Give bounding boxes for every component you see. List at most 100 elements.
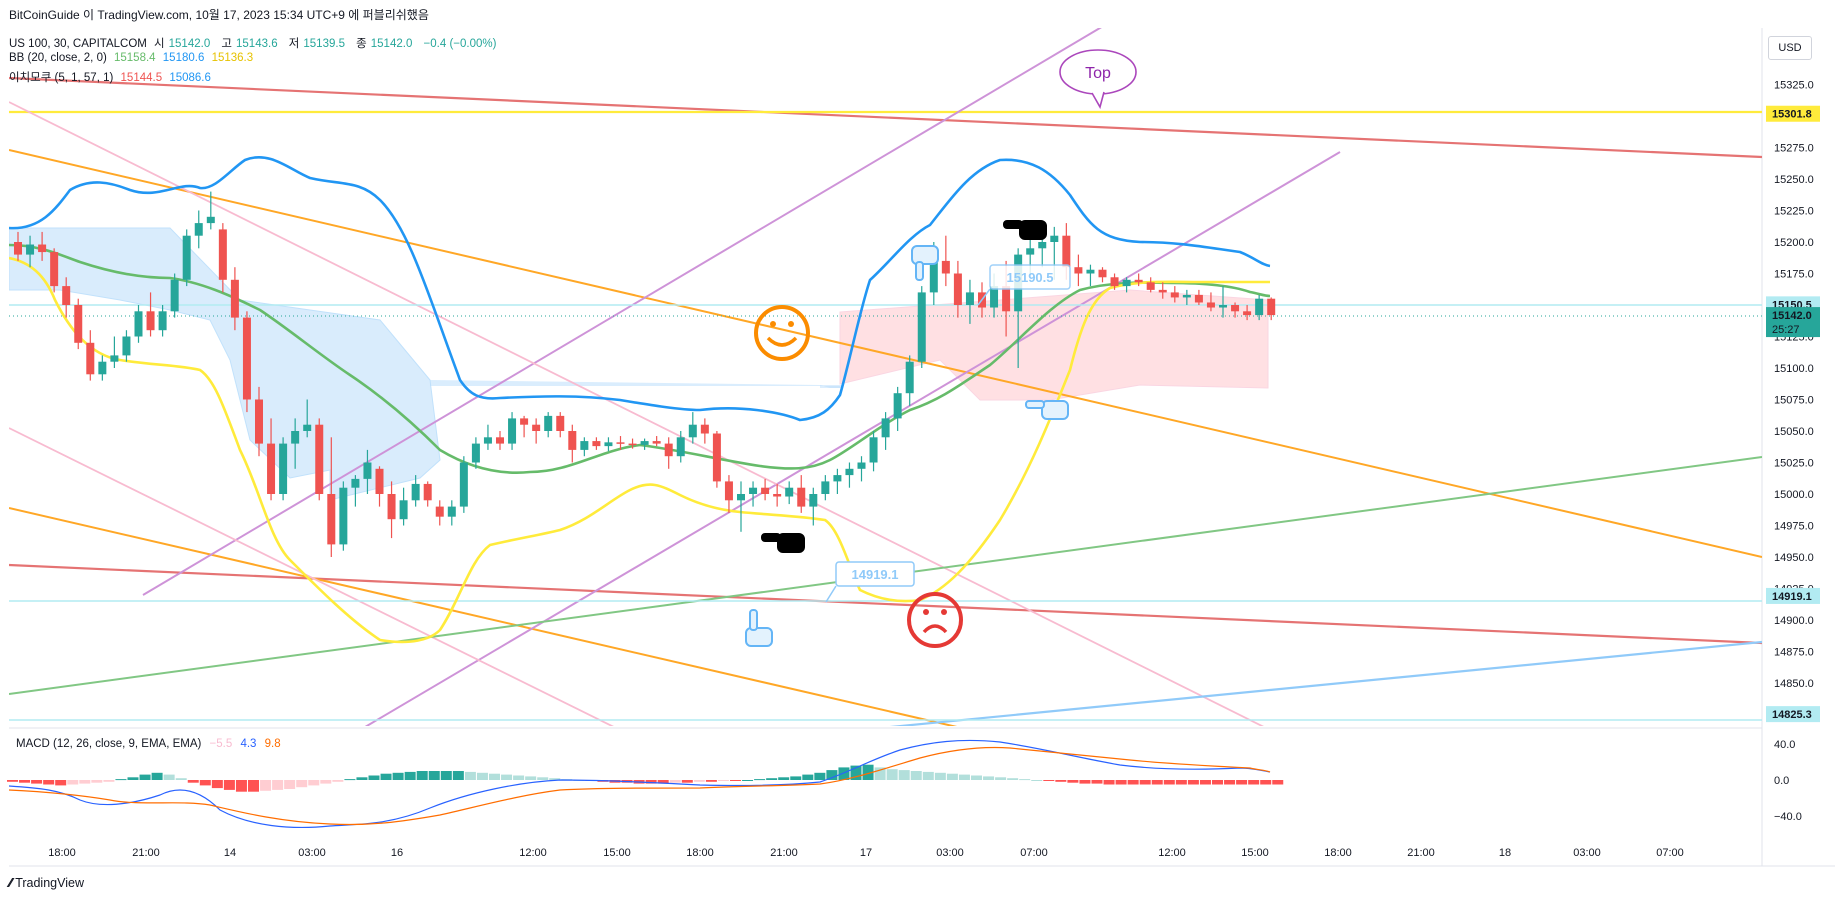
macd-histogram-bar bbox=[223, 780, 235, 790]
macd-histogram-bar bbox=[681, 780, 693, 783]
price-tick-label: 15200.0 bbox=[1774, 237, 1814, 249]
time-tick-label: 18:00 bbox=[1324, 847, 1352, 859]
pink-line-1 bbox=[9, 101, 1264, 726]
candle-body bbox=[435, 506, 444, 517]
macd-histogram-bar bbox=[440, 771, 452, 780]
low-price-box bbox=[835, 561, 915, 587]
candle-body bbox=[1194, 294, 1203, 303]
macd-histogram-bar bbox=[368, 775, 380, 780]
macd-histogram-bar bbox=[1224, 780, 1236, 785]
candle-body bbox=[375, 468, 384, 494]
macd-histogram-bar bbox=[645, 780, 657, 784]
macd-histogram-bar bbox=[1007, 778, 1019, 780]
candle-body bbox=[965, 292, 974, 305]
candle-body bbox=[821, 481, 830, 494]
macd-hist-value: −5.5 bbox=[209, 738, 233, 750]
macd-histogram-bar bbox=[272, 780, 284, 790]
candle-body bbox=[917, 292, 926, 362]
candle-body bbox=[809, 494, 818, 507]
time-tick-label: 03:00 bbox=[936, 847, 964, 859]
candle-body bbox=[761, 487, 770, 494]
macd-value: 4.3 bbox=[240, 738, 257, 750]
macd-histogram-bar bbox=[1212, 780, 1223, 785]
macd-histogram-bar bbox=[790, 776, 802, 780]
candle-body bbox=[568, 431, 577, 450]
macd-histogram-bar bbox=[260, 780, 272, 791]
candle-body bbox=[1182, 294, 1191, 298]
candle-body bbox=[98, 361, 107, 375]
high-label: 고 bbox=[221, 38, 233, 50]
macd-histogram-bar bbox=[513, 775, 525, 780]
candle-body bbox=[242, 317, 251, 400]
macd-histogram-bar bbox=[1103, 780, 1115, 785]
tradingview-logo[interactable]: ⁄⁄ TradingView bbox=[9, 876, 84, 890]
currency-button[interactable]: USD bbox=[1768, 36, 1812, 60]
candle-body bbox=[291, 431, 300, 444]
symbol-label[interactable]: US 100, 30, CAPITALCOM bbox=[9, 38, 147, 50]
candle-body bbox=[869, 437, 878, 463]
candle-body bbox=[230, 279, 239, 318]
candle-body bbox=[423, 483, 432, 501]
sad-face-icon bbox=[907, 592, 963, 648]
macd-histogram-bar bbox=[1236, 780, 1248, 785]
macd-histogram-bar bbox=[452, 771, 464, 780]
price-tick-label: 14850.0 bbox=[1774, 678, 1814, 690]
macd-histogram-bar bbox=[730, 780, 741, 781]
candle-body bbox=[833, 475, 842, 482]
macd-histogram-bar bbox=[296, 780, 308, 788]
candle-body bbox=[1074, 267, 1083, 274]
candle-body bbox=[1098, 269, 1107, 278]
price-pane bbox=[9, 28, 1762, 726]
price-tick-label: 14900.0 bbox=[1774, 615, 1814, 627]
price-tick-label: 15225.0 bbox=[1774, 206, 1814, 218]
low-value: 15139.5 bbox=[303, 38, 345, 50]
candle-body bbox=[737, 494, 745, 501]
low-price-box-pointer bbox=[825, 585, 837, 603]
tradingview-logo-text: TradingView bbox=[15, 876, 84, 890]
low-label: 저 bbox=[288, 38, 300, 50]
price-tick-label: 15100.0 bbox=[1774, 363, 1814, 375]
macd-histogram-bar bbox=[1079, 780, 1091, 784]
time-tick-label: 03:00 bbox=[298, 847, 326, 859]
macd-histogram-bar bbox=[525, 776, 537, 780]
price-tick-label: 15175.0 bbox=[1774, 269, 1814, 281]
macd-histogram-bar bbox=[416, 771, 428, 780]
macd-legend[interactable]: MACD (12, 26, close, 9, EMA, EMA) −5.5 4… bbox=[16, 738, 286, 750]
macd-histogram-bar bbox=[693, 780, 705, 782]
candle-body bbox=[255, 399, 263, 444]
macd-histogram-bar bbox=[284, 780, 296, 789]
bb-lower-value: 15136.3 bbox=[211, 52, 254, 64]
macd-histogram-bar bbox=[248, 780, 259, 792]
macd-histogram-bar bbox=[946, 773, 958, 780]
macd-histogram-bar bbox=[1151, 780, 1163, 785]
candle-body bbox=[700, 424, 709, 434]
time-tick-label: 12:00 bbox=[1158, 847, 1186, 859]
macd-histogram-bar bbox=[1043, 780, 1055, 781]
macd-histogram-bar bbox=[404, 771, 416, 780]
time-tick-label: 18:00 bbox=[48, 847, 76, 859]
top-bubble-label: Top bbox=[1085, 65, 1111, 82]
candle-body bbox=[1002, 286, 1011, 312]
macd-histogram-bar bbox=[717, 780, 729, 781]
red-trendline-lower bbox=[9, 563, 1762, 645]
macd-histogram-bar bbox=[742, 780, 754, 781]
macd-histogram-bar bbox=[1187, 780, 1199, 785]
macd-histogram-bar bbox=[910, 771, 922, 780]
candle-body bbox=[1038, 242, 1047, 249]
macd-histogram-bar bbox=[922, 771, 934, 780]
ichimoku-legend[interactable]: 이치모쿠 (5, 1, 57, 1) 15144.5 15086.6 bbox=[9, 69, 215, 85]
candle-body bbox=[315, 424, 324, 494]
macd-histogram-bar bbox=[766, 778, 778, 780]
price-tick-label: 15000.0 bbox=[1774, 489, 1814, 501]
candle-body bbox=[399, 500, 408, 520]
candle-body bbox=[556, 415, 565, 431]
candle-body bbox=[26, 244, 35, 255]
bb-legend[interactable]: BB (20, close, 2, 0) 15158.4 15180.6 151… bbox=[9, 52, 257, 64]
low-price-box-label: 14919.1 bbox=[852, 567, 899, 582]
candle-body bbox=[508, 418, 517, 444]
candle-body bbox=[182, 235, 191, 280]
macd-histogram-bar bbox=[1019, 779, 1031, 781]
candle-body bbox=[592, 441, 601, 447]
